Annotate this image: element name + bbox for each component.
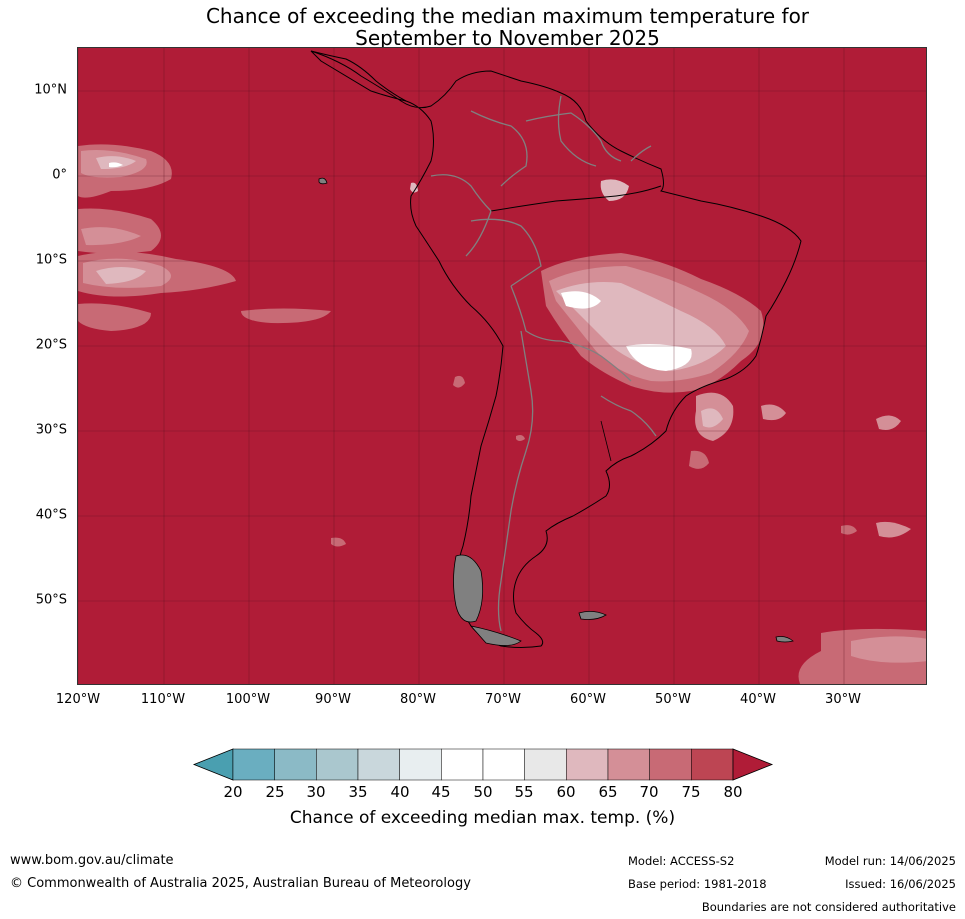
lon-label-120w: 120°W [55, 692, 101, 707]
map-panel [77, 47, 927, 685]
disclaimer-text: Boundaries are not considered authoritat… [701, 900, 956, 914]
base-period-text: Base period: 1981-2018 [628, 877, 767, 891]
lon-label-40w: 40°W [740, 692, 776, 707]
colorbar-tick-20: 20 [223, 783, 243, 801]
country-borders [430, 95, 657, 632]
lon-label-70w: 70°W [485, 692, 521, 707]
model-run-text: Model run: 14/06/2025 [824, 854, 956, 868]
colorbar-tick-75: 75 [681, 783, 701, 801]
issued-text: Issued: 16/06/2025 [845, 877, 956, 891]
lon-label-110w: 110°W [140, 692, 186, 707]
lat-label-0: 0° [52, 167, 67, 183]
lon-label-60w: 60°W [570, 692, 606, 707]
land-details [318, 177, 794, 646]
colorbar-segment [399, 748, 442, 781]
colorbar-arrow-low [192, 748, 234, 781]
colorbar-tick-30: 30 [306, 783, 326, 801]
lat-label-20s: 20°S [35, 337, 67, 353]
lat-label-10n: 10°N [34, 82, 67, 98]
colorbar-tick-80: 80 [723, 783, 743, 801]
amazon-river [490, 185, 662, 212]
colorbar-segment [566, 748, 609, 781]
colorbar-segment [649, 748, 692, 781]
colorbar-segment [607, 748, 650, 781]
colorbar-segment [691, 748, 734, 781]
colorbar-label: Chance of exceeding median max. temp. (%… [289, 808, 676, 828]
colorbar-segment [316, 748, 359, 781]
central-america [310, 50, 407, 102]
model-text: Model: ACCESS-S2 [628, 854, 735, 868]
colorbar-segment [274, 748, 317, 781]
probability-patches [78, 144, 926, 684]
colorbar-segment [357, 748, 400, 781]
copyright-text: © Commonwealth of Australia 2025, Austra… [10, 876, 471, 891]
colorbar-arrow-high [732, 748, 774, 781]
lon-label-80w: 80°W [400, 692, 436, 707]
probability-map [78, 48, 926, 684]
coastline [310, 50, 802, 648]
colorbar-tick-70: 70 [639, 783, 659, 801]
colorbar-tick-40: 40 [390, 783, 410, 801]
river-south [600, 420, 612, 462]
colorbar-segment [441, 748, 484, 781]
colorbar-tick-60: 60 [556, 783, 576, 801]
lon-label-30w: 30°W [825, 692, 861, 707]
colorbar-tick-35: 35 [348, 783, 368, 801]
lon-label-50w: 50°W [655, 692, 691, 707]
colorbar-tick-25: 25 [265, 783, 285, 801]
title-line-1: Chance of exceeding the median maximum t… [205, 4, 810, 28]
colorbar-segment [482, 748, 525, 781]
colorbar-tick-55: 55 [514, 783, 534, 801]
colorbar-tick-50: 50 [473, 783, 493, 801]
title-line-2: September to November 2025 [355, 26, 660, 50]
lat-label-10s: 10°S [35, 252, 67, 268]
lat-label-30s: 30°S [35, 422, 67, 438]
website-link[interactable]: www.bom.gov.au/climate [10, 853, 174, 868]
colorbar-segment [232, 748, 275, 781]
colorbar-tick-45: 45 [431, 783, 451, 801]
lon-label-100w: 100°W [225, 692, 271, 707]
lon-label-90w: 90°W [315, 692, 351, 707]
lat-label-40s: 40°S [35, 507, 67, 523]
colorbar-segment [524, 748, 567, 781]
colorbar-tick-65: 65 [598, 783, 618, 801]
lat-label-50s: 50°S [35, 592, 67, 608]
